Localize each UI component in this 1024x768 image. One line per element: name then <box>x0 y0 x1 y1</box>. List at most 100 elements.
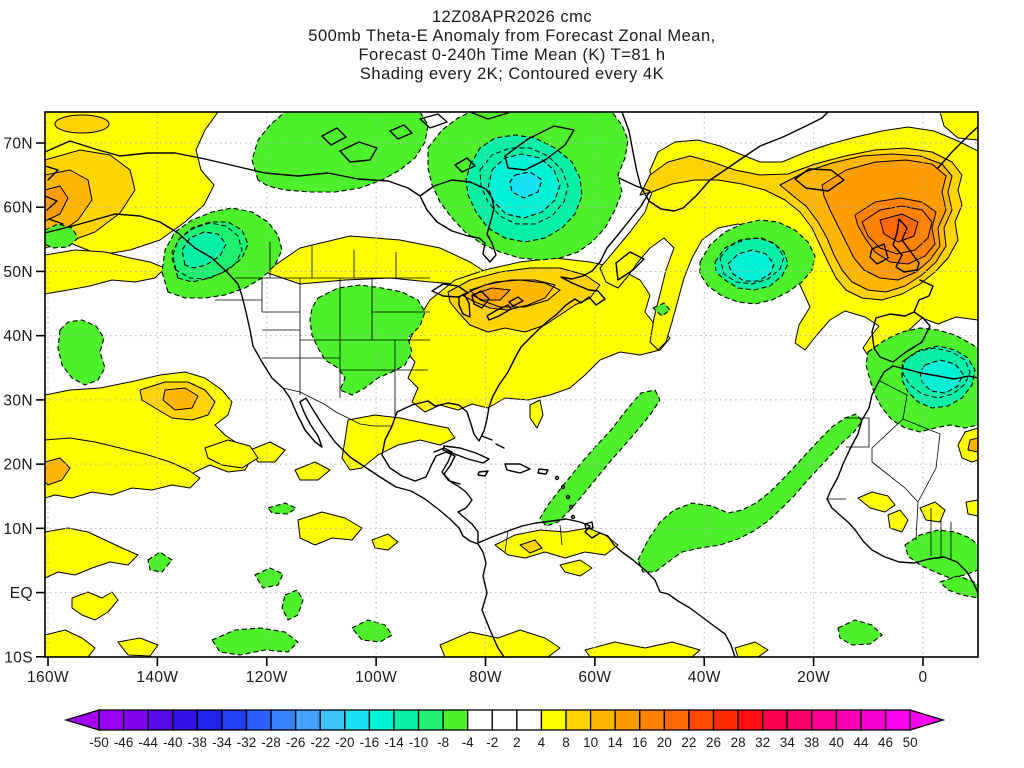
colorbar-label: 16 <box>632 735 647 750</box>
colorbar-segment <box>540 709 567 731</box>
colorbar-segment <box>98 709 125 731</box>
colorbar-right-arrow <box>909 709 946 731</box>
colorbar-label: 44 <box>853 735 869 750</box>
title-line-3: Forecast 0-240h Time Mean (K) T=81 h <box>358 46 666 64</box>
colorbar-segment <box>221 709 248 731</box>
colorbar-label: -46 <box>114 735 134 750</box>
colorbar-label: -4 <box>462 735 474 750</box>
x-tick-label: 20W <box>797 669 830 686</box>
colorbar-segment <box>442 709 469 731</box>
colorbar-segment <box>196 709 223 731</box>
colorbar-segment <box>393 709 420 731</box>
y-tick-label: 10S <box>4 649 33 666</box>
colorbar-label: -16 <box>360 735 380 750</box>
x-tick-label: 40W <box>688 669 721 686</box>
colorbar-label: 28 <box>731 735 746 750</box>
colorbar-label: -50 <box>89 735 109 750</box>
colorbar-label: 34 <box>780 735 796 750</box>
colorbar-label: -26 <box>286 735 306 750</box>
x-tick-label: 80W <box>469 669 502 686</box>
colorbar-segment <box>294 709 321 731</box>
x-tick-label: 140W <box>136 669 178 686</box>
colorbar-segment <box>516 709 543 731</box>
colorbar-segment <box>737 709 764 731</box>
colorbar: -50 -46 -44 -40 -38 -34 -32 -28 -26 -22 -20 -16 -14-… <box>63 709 946 750</box>
colorbar-segment <box>147 709 174 731</box>
colorbar-segment <box>614 709 641 731</box>
colorbar-label: 10 <box>583 735 598 750</box>
colorbar-label: 32 <box>755 735 770 750</box>
colorbar-label: 38 <box>804 735 819 750</box>
colorbar-label: 40 <box>829 735 844 750</box>
colorbar-segment <box>319 709 346 731</box>
colorbar-segment <box>467 709 493 731</box>
colorbar-label: -2 <box>486 735 498 750</box>
colorbar-segment <box>884 709 911 731</box>
colorbar-segment <box>835 709 862 731</box>
colorbar-segment <box>122 709 149 731</box>
colorbar-segment <box>762 709 788 731</box>
colorbar-segment <box>172 709 198 731</box>
x-tick-label: 120W <box>246 669 288 686</box>
y-tick-label: 50N <box>3 264 33 281</box>
colorbar-label: -28 <box>261 735 281 750</box>
colorbar-segment <box>245 709 272 731</box>
x-axis: 160W 140W 120W 100W 80W 60W 40W 20W 0 <box>27 657 927 686</box>
y-tick-label: 30N <box>3 392 33 409</box>
contour-lines <box>171 147 971 399</box>
colorbar-segment <box>860 709 887 731</box>
title-block: 12Z08APR2026 cmc 500mb Theta-E Anomaly f… <box>0 8 1024 84</box>
x-tick-label: 60W <box>578 669 611 686</box>
y-tick-label: 40N <box>3 328 33 345</box>
colorbar-label: -38 <box>188 735 208 750</box>
coastlines <box>45 112 978 657</box>
title-line-2: 500mb Theta-E Anomaly from Forecast Zona… <box>308 27 716 45</box>
colorbar-segment <box>565 709 592 731</box>
colorbar-segment <box>639 709 665 731</box>
colorbar-segment <box>368 709 395 731</box>
colorbar-segment <box>417 709 444 731</box>
colorbar-label: 22 <box>681 735 696 750</box>
colorbar-label: 26 <box>706 735 721 750</box>
y-tick-label: EQ <box>10 585 33 602</box>
y-tick-label: 70N <box>3 136 33 153</box>
colorbar-label: -8 <box>437 735 449 750</box>
colorbar-label: -44 <box>138 735 158 750</box>
colorbar-segment <box>688 709 715 731</box>
colorbar-label: 50 <box>903 735 918 750</box>
colorbar-label: -20 <box>335 735 355 750</box>
y-tick-label: 20N <box>3 457 33 474</box>
y-axis: 70N 60N 50N 40N 30N 20N 10N EQ 10S <box>3 136 45 666</box>
colorbar-label: -14 <box>384 735 404 750</box>
colorbar-label: 20 <box>657 735 672 750</box>
colorbar-label: 2 <box>513 735 521 750</box>
map-frame <box>44 111 979 658</box>
colorbar-label: -10 <box>409 735 429 750</box>
colorbar-label: 46 <box>878 735 893 750</box>
title-line-4: Shading every 2K; Contoured every 4K <box>359 65 665 83</box>
x-tick-label: 160W <box>27 669 69 686</box>
colorbar-label: 8 <box>562 735 570 750</box>
colorbar-segment <box>270 709 297 731</box>
x-tick-label: 100W <box>355 669 397 686</box>
colorbar-segment <box>589 709 616 731</box>
y-tick-label: 60N <box>3 200 33 217</box>
colorbar-segment <box>663 709 690 731</box>
graticule <box>45 112 978 657</box>
y-tick-label: 10N <box>3 521 33 538</box>
colorbar-segment <box>491 709 518 731</box>
colorbar-segment <box>811 709 838 731</box>
x-tick-label: 0 <box>918 669 927 686</box>
colorbar-segment <box>786 709 813 731</box>
colorbar-label: -40 <box>163 735 183 750</box>
colorbar-label: -34 <box>212 735 232 750</box>
title-line-1: 12Z08APR2026 cmc <box>431 8 593 26</box>
colorbar-label: 4 <box>538 735 546 750</box>
colorbar-label: -32 <box>237 735 257 750</box>
colorbar-label: 14 <box>608 735 624 750</box>
political-borders <box>215 242 952 560</box>
colorbar-segment <box>712 709 739 731</box>
negative-anomaly-regions <box>45 112 978 656</box>
